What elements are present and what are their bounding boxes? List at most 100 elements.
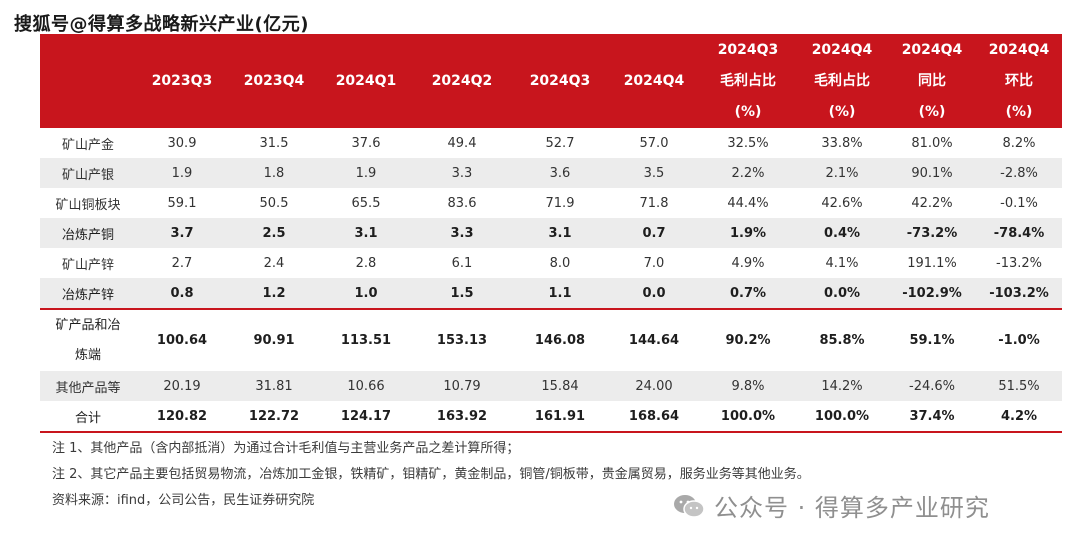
- table-cell: 3.5: [643, 165, 665, 181]
- row-label: 合计: [40, 401, 136, 433]
- table-cell: -2.8%: [1000, 165, 1038, 181]
- table-cell: 59.1: [167, 195, 197, 211]
- table-cell: -1.0%: [976, 308, 1062, 371]
- table-header-row: 2023Q3 2023Q4 2024Q1 2024Q2 2024Q3 2024Q4 2024…: [40, 34, 1062, 128]
- table-cell: 100.64: [136, 308, 228, 371]
- row-label: 其他产品等: [55, 380, 121, 396]
- table-cell: 122.72: [228, 401, 320, 433]
- table-row: 冶炼产锌 0.8 1.2 1.0 1.5 1.1 0.0 0.7% 0.0% -102.9% -10…: [40, 278, 1062, 309]
- table-cell: 2.1%: [825, 165, 859, 181]
- table-cell: 2.7: [171, 255, 193, 271]
- table-cell: -73.2%: [906, 225, 958, 241]
- header-cell: 2024Q4: [608, 34, 700, 128]
- header-cell: 2023Q3: [136, 34, 228, 128]
- table-cell: 3.3: [451, 165, 473, 181]
- note-1: 注 1、其他产品（含内部抵消）为通过合计毛利值与主营业务产品之差计算所得；: [52, 441, 520, 456]
- table-cell: 49.4: [447, 135, 477, 151]
- table-cell: -78.4%: [993, 225, 1045, 241]
- row-label: 矿山产银: [61, 167, 114, 183]
- table-cell: 8.2%: [1002, 135, 1036, 151]
- table-cell: -0.1%: [1000, 195, 1038, 211]
- headline: 搜狐号@得算多战略新兴产业(亿元): [14, 14, 309, 35]
- table-cell: 153.13: [412, 308, 512, 371]
- gross-profit-table-container: 2023Q3 2023Q4 2024Q1 2024Q2 2024Q3 2024Q4 2024…: [40, 34, 1062, 433]
- header-line: (%): [918, 103, 946, 120]
- table-cell: -103.2%: [989, 285, 1049, 301]
- table-row: 合计 120.82 122.72 124.17 163.92 161.91 168.64 10…: [40, 401, 1062, 433]
- header-cell: 2024Q1: [320, 34, 412, 128]
- table-cell: 3.1: [354, 225, 378, 241]
- note-2: 注 2、其它产品主要包括贸易物流，冶炼加工金银，铁精矿，钼精矿，黄金制品，铜管/…: [52, 467, 810, 482]
- table-cell: 31.5: [259, 135, 289, 151]
- table-cell: 3.7: [170, 225, 194, 241]
- table-cell: 191.1%: [907, 255, 957, 271]
- table-row: 矿山铜板块 59.1 50.5 65.5 83.6 71.9 71.8 44.4% 42.6% 4…: [40, 188, 1062, 218]
- header-line: 2024Q4: [811, 41, 873, 58]
- header-line: 毛利占比: [720, 72, 776, 89]
- table-body: 矿山产金 30.9 31.5 37.6 49.4 52.7 57.0 32.5% 33.8% 81…: [40, 128, 1062, 433]
- gross-profit-table: 2023Q3 2023Q4 2024Q1 2024Q2 2024Q3 2024Q4 2024…: [40, 34, 1062, 433]
- table-cell: 59.1%: [888, 308, 976, 371]
- table-cell: 0.0%: [823, 285, 861, 301]
- table-cell: 51.5%: [998, 378, 1040, 394]
- table-cell: 144.64: [608, 308, 700, 371]
- header-line: 毛利占比: [814, 72, 870, 89]
- header-line: 2024Q1: [335, 72, 397, 89]
- wechat-icon: [674, 494, 705, 518]
- table-cell: 90.2%: [700, 308, 796, 371]
- table-cell: 10.79: [443, 378, 481, 394]
- table-cell: 90.1%: [911, 165, 953, 181]
- table-cell: 3.1: [548, 225, 572, 241]
- header-line: 环比: [1005, 72, 1033, 89]
- header-cell: 2024Q4 环比 (%): [976, 34, 1062, 128]
- table-cell: 90.91: [228, 308, 320, 371]
- table-cell: 65.5: [351, 195, 381, 211]
- table-cell: -24.6%: [909, 378, 955, 394]
- table-cell: 85.8%: [796, 308, 888, 371]
- table-cell: 1.0: [354, 285, 378, 301]
- table-cell: 4.9%: [731, 255, 765, 271]
- table-cell: 1.2: [262, 285, 286, 301]
- table-cell: 30.9: [167, 135, 197, 151]
- table-cell: -13.2%: [996, 255, 1042, 271]
- table-row: 矿山产锌 2.7 2.4 2.8 6.1 8.0 7.0 4.9% 4.1% 191.1% -13.…: [40, 248, 1062, 278]
- table-cell: 120.82: [136, 401, 228, 433]
- table-cell: 37.6: [351, 135, 381, 151]
- header-cell: 2024Q4 毛利占比 (%): [796, 34, 888, 128]
- table-row: 冶炼产铜 3.7 2.5 3.1 3.3 3.1 0.7 1.9% 0.4% -73.2% -78.…: [40, 218, 1062, 248]
- table-cell: 37.4%: [888, 401, 976, 433]
- row-label: 矿山铜板块: [55, 197, 121, 213]
- table-cell: 32.5%: [727, 135, 769, 151]
- table-cell: 100.0%: [700, 401, 796, 433]
- table-row: 矿山产金 30.9 31.5 37.6 49.4 52.7 57.0 32.5% 33.8% 81…: [40, 128, 1062, 158]
- table-cell: 50.5: [259, 195, 289, 211]
- header-line: (%): [828, 103, 856, 120]
- table-cell: 31.81: [255, 378, 293, 394]
- table-cell: 71.9: [545, 195, 575, 211]
- row-label: 矿山产锌: [61, 257, 114, 273]
- table-cell: 2.5: [262, 225, 286, 241]
- table-row: 矿产品和冶 炼端 100.64 90.91 113.51 153.13 146.08 144.…: [40, 308, 1062, 371]
- table-cell: 7.0: [643, 255, 665, 271]
- table-cell: 1.9: [171, 165, 193, 181]
- table-cell: 3.3: [450, 225, 474, 241]
- header-cell: 2024Q3: [512, 34, 608, 128]
- header-line: 2023Q4: [243, 72, 305, 89]
- header-line: (%): [1005, 103, 1033, 120]
- table-cell: 81.0%: [911, 135, 953, 151]
- header-line: 2024Q4: [623, 72, 685, 89]
- table-cell: 1.9%: [729, 225, 767, 241]
- row-label: 矿山产金: [61, 137, 114, 153]
- table-cell: 9.8%: [731, 378, 765, 394]
- watermark-text: 公众号 · 得算多产业研究: [714, 494, 990, 522]
- row-label: 冶炼产铜: [61, 227, 114, 243]
- watermark: 公众号 · 得算多产业研究: [672, 488, 990, 523]
- table-cell: 42.2%: [911, 195, 953, 211]
- row-label-line: 矿产品和冶: [55, 317, 121, 333]
- header-cell: 2023Q4: [228, 34, 320, 128]
- table-cell: 4.2%: [976, 401, 1062, 433]
- table-cell: 42.6%: [821, 195, 863, 211]
- table-cell: 0.8: [170, 285, 194, 301]
- table-cell: 0.7%: [729, 285, 767, 301]
- table-row: 其他产品等 20.19 31.81 10.66 10.79 15.84 24.00 9.8% 1…: [40, 371, 1062, 401]
